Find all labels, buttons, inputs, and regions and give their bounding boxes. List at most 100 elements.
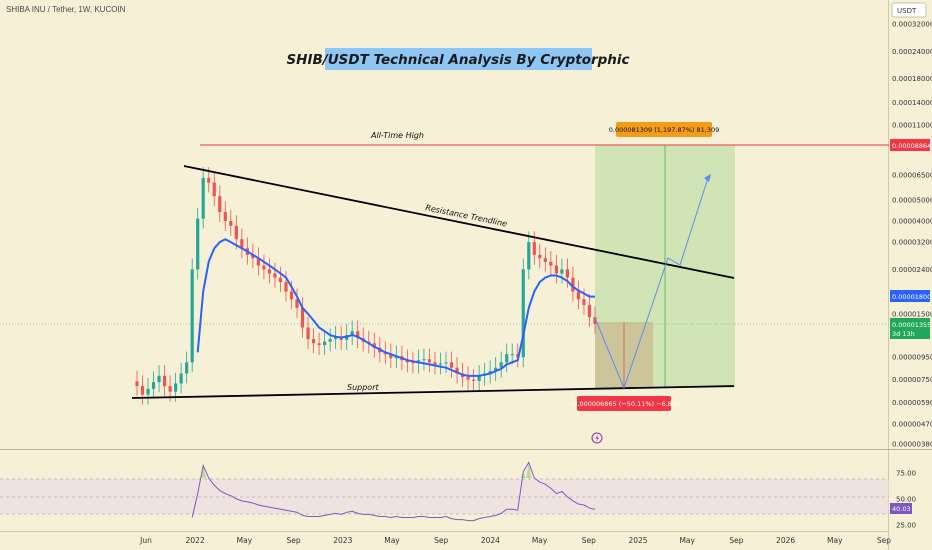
candle-body[interactable] bbox=[234, 225, 238, 240]
candle-body[interactable] bbox=[289, 291, 294, 300]
candle-body[interactable] bbox=[251, 254, 255, 259]
candle-body[interactable] bbox=[278, 277, 283, 283]
candle-body[interactable] bbox=[256, 258, 260, 266]
candle-body[interactable] bbox=[140, 386, 145, 395]
rsi-axis-ticks: 75.00 50.00 25.00 bbox=[896, 469, 916, 529]
candle-body[interactable] bbox=[284, 282, 288, 292]
price-axis-panel[interactable] bbox=[889, 0, 932, 550]
candle-body[interactable] bbox=[135, 381, 139, 387]
candle-body[interactable] bbox=[218, 196, 222, 212]
candle-body[interactable] bbox=[587, 304, 592, 318]
support-annotation: Support bbox=[347, 383, 379, 392]
candle-body[interactable] bbox=[356, 331, 360, 339]
candle-body[interactable] bbox=[466, 377, 470, 380]
candle-body[interactable] bbox=[433, 362, 437, 365]
candle-body[interactable] bbox=[328, 339, 332, 342]
candle-body[interactable] bbox=[207, 177, 211, 183]
ath-annotation: All-Time High bbox=[370, 131, 424, 140]
candle-body[interactable] bbox=[372, 343, 376, 348]
candle-body[interactable] bbox=[527, 242, 531, 270]
candle-body[interactable] bbox=[300, 307, 305, 328]
price-tick-label: 0.000003800 bbox=[892, 441, 932, 449]
support-trendline[interactable] bbox=[131, 385, 735, 399]
currency-label: USDT bbox=[897, 7, 917, 15]
price-tick-label: 0.000015000 bbox=[892, 310, 932, 318]
candle-body[interactable] bbox=[521, 269, 525, 358]
target-label-box bbox=[616, 122, 712, 137]
candle-body[interactable] bbox=[334, 336, 338, 340]
candle-body[interactable] bbox=[174, 383, 178, 392]
candle-body[interactable] bbox=[438, 363, 443, 365]
price-tick-label: 0.000040000 bbox=[892, 218, 932, 226]
candle-body[interactable] bbox=[427, 359, 432, 363]
candle-body[interactable] bbox=[146, 388, 150, 395]
price-tick-label: 0.000004700 bbox=[892, 420, 932, 428]
moving-average-line[interactable] bbox=[196, 238, 595, 377]
candle-body[interactable] bbox=[240, 239, 244, 249]
candle-body[interactable] bbox=[543, 258, 547, 262]
candle-body[interactable] bbox=[582, 299, 586, 305]
price-tick-label: 0.000005900 bbox=[892, 399, 932, 407]
candle-body[interactable] bbox=[411, 362, 415, 364]
candle-body[interactable] bbox=[350, 331, 354, 336]
candle-body[interactable] bbox=[273, 273, 277, 278]
price-tick-label: 0.000240000 bbox=[892, 48, 932, 56]
candle-body[interactable] bbox=[510, 354, 514, 356]
candle-body[interactable] bbox=[405, 360, 409, 363]
candle-body[interactable] bbox=[306, 327, 310, 340]
currency-box[interactable] bbox=[891, 2, 927, 18]
candle-body[interactable] bbox=[444, 362, 448, 364]
candle-body[interactable] bbox=[317, 343, 321, 346]
candle-body[interactable] bbox=[267, 269, 272, 274]
candle-body[interactable] bbox=[422, 359, 426, 361]
candle-body[interactable] bbox=[549, 261, 553, 266]
candle-body[interactable] bbox=[472, 379, 476, 381]
candle-body[interactable] bbox=[565, 269, 570, 278]
candle-body[interactable] bbox=[477, 375, 481, 381]
candle-body[interactable] bbox=[212, 182, 216, 197]
candle-body[interactable] bbox=[532, 242, 536, 255]
candle-body[interactable] bbox=[499, 362, 503, 368]
candle-body[interactable] bbox=[201, 177, 205, 219]
resistance-trendline[interactable] bbox=[183, 165, 735, 279]
candle-body[interactable] bbox=[389, 354, 393, 359]
time-tick-label: May bbox=[827, 536, 843, 545]
candle-body[interactable] bbox=[262, 265, 266, 270]
time-tick-label: May bbox=[237, 536, 253, 545]
candle-body[interactable] bbox=[151, 382, 156, 389]
price-tick-label: 0.000024000 bbox=[892, 266, 932, 274]
candle-body[interactable] bbox=[455, 367, 459, 374]
candle-body[interactable] bbox=[560, 269, 564, 274]
candle-body[interactable] bbox=[494, 367, 498, 372]
candle-body[interactable] bbox=[449, 362, 454, 368]
rsi-value-badge bbox=[890, 503, 912, 514]
candle-body[interactable] bbox=[295, 299, 299, 308]
candle-body[interactable] bbox=[505, 354, 509, 363]
price-tick-label: 0.000320000 bbox=[892, 21, 932, 29]
candle-body[interactable] bbox=[538, 254, 542, 259]
candle-body[interactable] bbox=[311, 339, 316, 344]
candle-body[interactable] bbox=[185, 362, 189, 374]
candle-body[interactable] bbox=[190, 269, 194, 363]
candle-body[interactable] bbox=[488, 371, 492, 374]
time-tick-label: Sep bbox=[729, 536, 743, 545]
candle-body[interactable] bbox=[593, 317, 597, 324]
candle-body[interactable] bbox=[179, 373, 183, 384]
candle-body[interactable] bbox=[576, 291, 581, 300]
projection-path[interactable] bbox=[594, 177, 709, 390]
candle-body[interactable] bbox=[229, 221, 233, 226]
candle-body[interactable] bbox=[196, 218, 200, 270]
candle-body[interactable] bbox=[223, 211, 227, 222]
price-tick-label: 0.000007500 bbox=[892, 376, 932, 384]
time-tick-label: 2022 bbox=[186, 536, 205, 545]
candle-body[interactable] bbox=[571, 277, 575, 292]
candle-body[interactable] bbox=[162, 375, 167, 387]
time-tick-label: 2026 bbox=[776, 536, 795, 545]
candle-body[interactable] bbox=[323, 341, 327, 346]
ma-price-badge-label: 0.000018000 bbox=[892, 293, 932, 301]
rsi-line[interactable] bbox=[191, 461, 596, 522]
candle-body[interactable] bbox=[554, 265, 558, 274]
candle-body[interactable] bbox=[168, 386, 172, 392]
candle-body[interactable] bbox=[157, 375, 161, 383]
